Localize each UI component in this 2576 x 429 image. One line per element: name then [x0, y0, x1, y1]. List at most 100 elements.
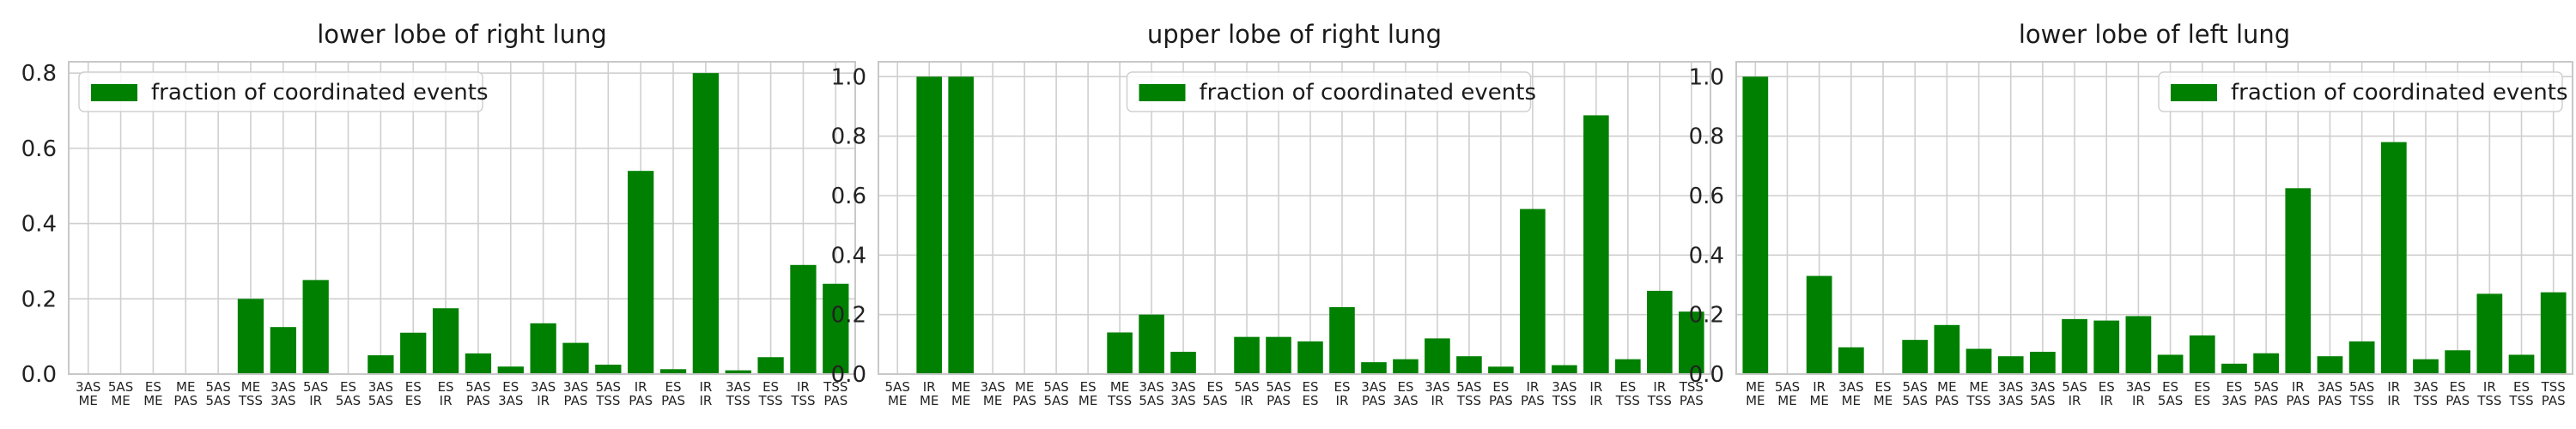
legend-box [1126, 71, 1532, 112]
x-tick-label: IR TSS [2476, 379, 2501, 408]
x-tick-label: 3AS 3AS [270, 379, 295, 408]
chart-title: lower lobe of right lung [317, 20, 607, 49]
bar [1647, 290, 1673, 374]
legend-label: fraction of coordinated events [1200, 80, 1537, 106]
bar [2062, 318, 2087, 374]
x-tick-label: 3AS 3AS [1170, 379, 1195, 408]
y-tick-label: 0.8 [831, 124, 866, 150]
bar [302, 280, 329, 374]
plot-frame [878, 61, 1711, 375]
x-tick-label: ES 5AS [336, 379, 361, 408]
bar [465, 353, 492, 374]
x-tick-label: 5AS PAS [465, 379, 490, 408]
bar [1679, 311, 1704, 374]
bar [2413, 359, 2439, 374]
bar [692, 73, 720, 375]
x-tick-label: IR IR [1589, 379, 1602, 408]
legend-swatch [1139, 84, 1186, 101]
x-tick-label: ME TSS [1965, 379, 1990, 408]
bar [530, 323, 556, 374]
bar [2093, 320, 2120, 374]
bar [1425, 338, 1450, 374]
bar [725, 370, 751, 374]
y-tick-label: 0.2 [1689, 303, 1724, 329]
y-tick-label: 0.4 [21, 212, 57, 238]
x-tick-label: 3AS TSS [1552, 379, 1577, 408]
bar [2317, 356, 2343, 374]
x-tick-label: ES 3AS [2221, 379, 2246, 408]
x-tick-label: 3AS ME [76, 379, 100, 408]
bar [2189, 335, 2215, 374]
x-tick-label: 3AS PAS [2318, 379, 2342, 408]
x-tick-label: ME TSS [1107, 379, 1132, 408]
y-tick-label: 1.0 [1689, 64, 1724, 90]
bar [1806, 275, 1832, 374]
legend-label: fraction of coordinated events [151, 80, 489, 106]
x-tick-label: 5AS IR [2062, 379, 2087, 408]
bar [2540, 292, 2567, 374]
x-tick-label: ES ES [405, 379, 422, 408]
x-tick-label: ME PAS [1012, 379, 1036, 408]
bar [2221, 363, 2247, 374]
legend-box [78, 71, 483, 112]
bar [2285, 188, 2312, 374]
x-tick-label: ES ME [143, 379, 162, 408]
x-tick-label: ME ME [951, 379, 970, 408]
x-tick-label: 3AS PAS [563, 379, 588, 408]
y-tick-label: 0.6 [831, 184, 866, 209]
x-tick-label: ES IR [2099, 379, 2115, 408]
bar [659, 369, 687, 374]
legend-swatch [91, 84, 137, 101]
bar [1361, 362, 1387, 374]
x-tick-label: ES TSS [2508, 379, 2533, 408]
x-tick-label: ES 3AS [1393, 379, 1418, 408]
legend-box [2158, 71, 2563, 112]
x-tick-label: 5AS IR [1234, 379, 1259, 408]
bar [1234, 336, 1260, 374]
y-tick-label: 0.2 [831, 303, 866, 329]
bar [368, 355, 394, 374]
bar [1266, 336, 1291, 374]
x-tick-label: 5AS 5AS [205, 379, 230, 408]
bar [1615, 359, 1641, 374]
x-tick-label: 5AS ME [885, 379, 910, 408]
x-tick-label: 5AS 5AS [1903, 379, 1928, 408]
x-tick-label: ME PAS [173, 379, 197, 408]
chart-title: lower lobe of left lung [2019, 20, 2290, 49]
bar [790, 264, 817, 374]
x-tick-label: IR PAS [629, 379, 653, 408]
x-tick-label: ES IR [1334, 379, 1350, 408]
bar [1997, 356, 2024, 374]
bar [562, 342, 589, 374]
bar [1583, 115, 1609, 374]
x-tick-label: 3AS 5AS [1139, 379, 1163, 408]
bar [1170, 352, 1196, 374]
x-tick-label: ES TSS [757, 379, 782, 408]
x-tick-label: 3AS TSS [2413, 379, 2439, 408]
bar [400, 332, 427, 374]
x-tick-label: 3AS 5AS [368, 379, 393, 408]
x-tick-label: 3AS TSS [726, 379, 751, 408]
y-tick-label: 0.6 [1689, 184, 1724, 209]
plot-frame [68, 61, 856, 375]
bar [1329, 307, 1355, 374]
legend-swatch [2171, 84, 2217, 101]
bar [916, 76, 942, 374]
x-tick-label: IR PAS [2286, 379, 2310, 408]
bar [2445, 350, 2471, 374]
x-tick-label: 5AS ME [1775, 379, 1800, 408]
x-tick-label: ES 3AS [498, 379, 523, 408]
y-tick-label: 0.0 [21, 362, 57, 388]
bar [432, 308, 459, 374]
bar [1838, 347, 1864, 374]
x-tick-label: ES ME [1874, 379, 1893, 408]
bar [1742, 76, 1769, 374]
bar [497, 366, 524, 374]
x-tick-label: ES IR [438, 379, 454, 408]
bars [237, 73, 849, 375]
bar [1107, 332, 1133, 374]
chart-panel-lower-right-lung: lower lobe of right lung 0.0 0.2 0.4 0.6 0.8 3… [21, 20, 856, 408]
x-tick-label: IR TSS [1647, 379, 1672, 408]
x-tick-label: IR PAS [1521, 379, 1545, 408]
x-tick-label: ES PAS [2445, 379, 2470, 408]
